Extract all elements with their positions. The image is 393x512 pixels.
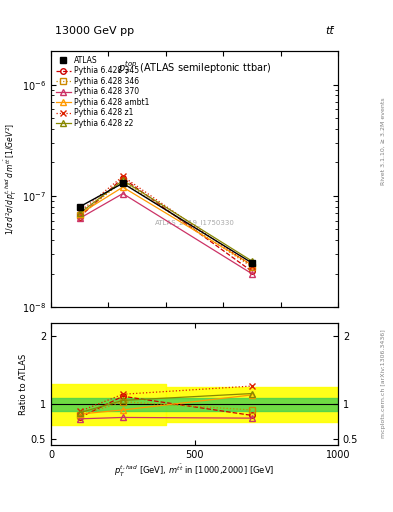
Pythia 6.428 ambt1: [250, 262, 254, 268]
Bar: [51, 398, 338, 411]
Line: Pythia 6.428 z1: Pythia 6.428 z1: [77, 174, 255, 269]
Text: mcplots.cern.ch [arXiv:1306.3436]: mcplots.cern.ch [arXiv:1306.3436]: [381, 330, 386, 438]
Text: $p_T^{top}$ (ATLAS semileptonic ttbar): $p_T^{top}$ (ATLAS semileptonic ttbar): [118, 59, 271, 77]
Pythia 6.428 345: [77, 214, 82, 220]
Pythia 6.428 346: [77, 212, 82, 218]
Pythia 6.428 346: [250, 264, 254, 270]
Pythia 6.428 370: [77, 215, 82, 221]
Text: tt̄: tt̄: [325, 26, 334, 36]
Pythia 6.428 z2: [120, 177, 125, 183]
Line: Pythia 6.428 z2: Pythia 6.428 z2: [77, 178, 255, 264]
Pythia 6.428 z2: [250, 258, 254, 264]
Pythia 6.428 z1: [77, 209, 82, 215]
ATLAS: [250, 260, 254, 266]
Pythia 6.428 370: [250, 271, 254, 277]
Pythia 6.428 346: [120, 178, 125, 184]
Line: Pythia 6.428 345: Pythia 6.428 345: [77, 175, 255, 274]
Pythia 6.428 345: [120, 175, 125, 181]
Pythia 6.428 ambt1: [77, 211, 82, 217]
Line: ATLAS: ATLAS: [76, 180, 255, 266]
Pythia 6.428 z1: [120, 173, 125, 179]
Pythia 6.428 z2: [77, 210, 82, 216]
Y-axis label: $1 / \sigma\, d^2\sigma / d\, p_T^{t,had}\, d\, m^{t\bar{t}}\, [1/GeV^2]$: $1 / \sigma\, d^2\sigma / d\, p_T^{t,had…: [3, 123, 19, 236]
Line: Pythia 6.428 ambt1: Pythia 6.428 ambt1: [77, 184, 255, 268]
Pythia 6.428 345: [250, 268, 254, 274]
Line: Pythia 6.428 370: Pythia 6.428 370: [77, 191, 255, 276]
Text: ATLAS_2019_I1750330: ATLAS_2019_I1750330: [154, 219, 235, 226]
Y-axis label: Ratio to ATLAS: Ratio to ATLAS: [19, 353, 28, 415]
Line: Pythia 6.428 346: Pythia 6.428 346: [77, 179, 255, 270]
X-axis label: $p_T^{t,had}$ [GeV], $m^{t\bar{t}}$ in [1000,2000] [GeV]: $p_T^{t,had}$ [GeV], $m^{t\bar{t}}$ in […: [114, 463, 275, 479]
ATLAS: [120, 180, 125, 186]
Text: 13000 GeV pp: 13000 GeV pp: [55, 26, 134, 36]
Text: Rivet 3.1.10, ≥ 3.2M events: Rivet 3.1.10, ≥ 3.2M events: [381, 97, 386, 185]
Pythia 6.428 z1: [250, 263, 254, 269]
Pythia 6.428 ambt1: [120, 184, 125, 190]
Legend: ATLAS, Pythia 6.428 345, Pythia 6.428 346, Pythia 6.428 370, Pythia 6.428 ambt1,: ATLAS, Pythia 6.428 345, Pythia 6.428 34…: [54, 54, 151, 130]
Pythia 6.428 370: [120, 190, 125, 197]
ATLAS: [77, 204, 82, 210]
